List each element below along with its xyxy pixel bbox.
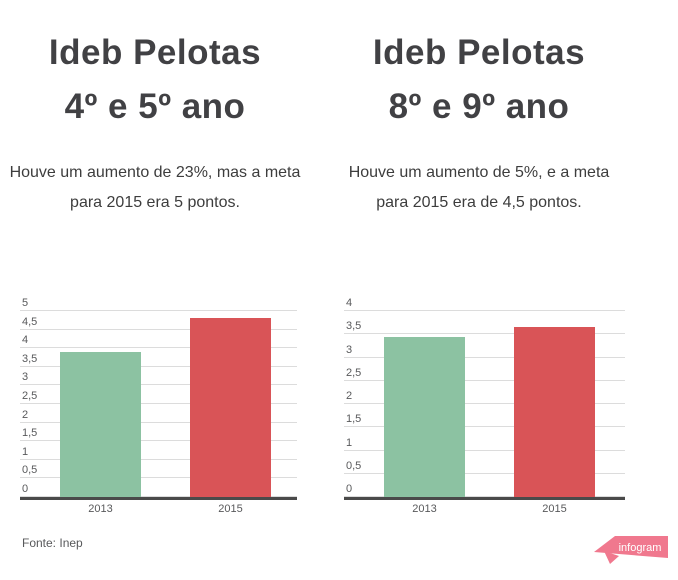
y-tick-label: 5 [22, 297, 29, 309]
y-gridline: 3 [20, 371, 297, 386]
y-gridline: 0 [20, 483, 297, 497]
y-gridline: 1 [20, 446, 297, 460]
y-tick-label: 0,5 [22, 464, 38, 477]
infogram-banner-icon: infogram [594, 536, 668, 564]
y-gridline: 3,5 [344, 320, 625, 335]
chart-title-line1: Ideb Pelotas [48, 33, 262, 72]
y-gridline: 1,5 [344, 413, 625, 428]
y-tick-label: 3,5 [346, 320, 362, 333]
y-gridline: 5 [20, 297, 297, 311]
y-tick-label: 4,5 [22, 315, 38, 328]
y-tick-label: 2,5 [22, 390, 38, 402]
y-gridline: 4 [344, 297, 625, 311]
svg-text:infogram: infogram [619, 542, 662, 554]
infogram-logo[interactable]: infogram [592, 534, 670, 566]
y-tick-label: 1,5 [346, 413, 362, 426]
chart-subtitle-8-9-ano: Houve um aumento de 5%, e a meta para 20… [348, 164, 610, 211]
y-gridline: 3 [344, 344, 625, 358]
x-axis-line [344, 497, 625, 500]
source-label: Fonte: Inep [22, 536, 83, 550]
chart-title-8-9-ano: Ideb Pelotas 8º e 9º ano [332, 26, 626, 134]
section-4-5-ano: Ideb Pelotas 4º e 5º ano Houve um aument… [8, 0, 302, 218]
y-tick-label: 3 [346, 343, 353, 356]
chart-title-4-5-ano: Ideb Pelotas 4º e 5º ano [8, 26, 302, 134]
y-tick-label: 1 [346, 436, 353, 449]
y-tick-label: 0 [22, 483, 29, 495]
bar-2013[interactable] [384, 336, 465, 497]
chart-title-line1: Ideb Pelotas [372, 33, 586, 72]
chart-title-line2: 4º e 5º ano [64, 87, 246, 126]
y-gridline: 2 [344, 390, 625, 404]
y-tick-label: 0,5 [346, 459, 362, 472]
bar-chart-8-9-ano: 4 3,5 3 2,5 2 1,5 1 0,5 0 2013 2015 [344, 297, 625, 515]
y-tick-label: 3,5 [22, 352, 38, 365]
chart-title-line2: 8º e 9º ano [388, 87, 570, 126]
y-tick-label: 0 [346, 483, 353, 495]
y-gridline: 0,5 [344, 460, 625, 474]
y-tick-label: 1 [22, 445, 29, 458]
y-gridline: 4,5 [20, 316, 297, 330]
y-tick-label: 2 [22, 408, 29, 421]
y-gridline: 1 [344, 437, 625, 451]
y-tick-label: 3 [22, 371, 29, 384]
chart-subtitle-4-5-ano: Houve um aumento de 23%, mas a meta para… [9, 164, 301, 211]
bar-2013[interactable] [60, 351, 141, 497]
x-category-label: 2013 [412, 503, 437, 515]
y-tick-label: 4 [22, 334, 29, 347]
x-category-label: 2015 [542, 503, 567, 515]
x-category-label: 2013 [88, 503, 113, 515]
x-axis-line [20, 497, 297, 500]
x-category-label: 2015 [218, 503, 243, 515]
y-tick-label: 2,5 [346, 366, 362, 379]
y-gridline: 3,5 [20, 353, 297, 367]
y-gridline: 0 [344, 483, 625, 497]
section-8-9-ano: Ideb Pelotas 8º e 9º ano Houve um aument… [332, 0, 626, 218]
bar-2015[interactable] [190, 318, 271, 497]
y-gridline: 2,5 [344, 367, 625, 381]
y-tick-label: 1,5 [22, 427, 38, 440]
y-gridline: 2 [20, 409, 297, 423]
y-tick-label: 2 [346, 390, 353, 402]
y-gridline: 0,5 [20, 464, 297, 479]
y-gridline: 2,5 [20, 390, 297, 404]
y-gridline: 4 [20, 334, 297, 349]
y-tick-label: 4 [346, 297, 353, 309]
y-gridline: 1,5 [20, 427, 297, 442]
bar-chart-4-5-ano: 5 4,5 4 3,5 3 2,5 2 1,5 1 0,5 0 2013 2015 [20, 297, 297, 515]
bar-2015[interactable] [514, 327, 595, 497]
